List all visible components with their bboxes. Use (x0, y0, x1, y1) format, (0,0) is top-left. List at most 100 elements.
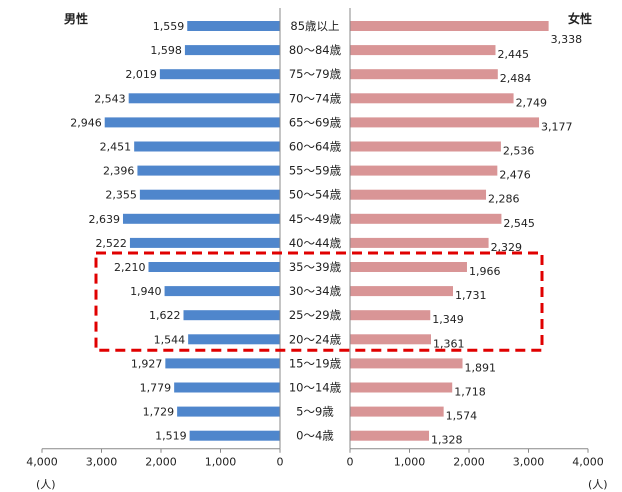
female-value-label: 1,574 (446, 410, 478, 423)
legend-female: 女性 (568, 11, 592, 26)
age-group-label: 65～69歳 (289, 115, 342, 129)
female-value-label: 1,361 (433, 337, 465, 350)
male-bars-group: 1,559 1,598 2,019 2,543 2,946 2,451 2,396 2,355… (70, 20, 281, 443)
female-value-label: 2,484 (500, 72, 531, 85)
female-bars-group: 3,338 2,445 2,484 2,749 3,177 2,536 2,476 2,286… (350, 21, 582, 447)
right-tick-label: 3,000 (513, 456, 545, 469)
age-group-label: 25～29歳 (289, 308, 342, 322)
unit-left: (人) (36, 478, 56, 491)
female-value-label: 2,749 (516, 96, 548, 109)
right-tick-label: 1,000 (394, 456, 426, 469)
female-value-label: 2,545 (503, 217, 535, 230)
female-bar (350, 430, 430, 441)
female-bar (350, 141, 501, 152)
female-value-label: 1,349 (432, 313, 464, 326)
age-group-label: 0～4歳 (296, 429, 334, 443)
male-bar (129, 237, 280, 248)
age-group-label: 10～14歳 (289, 381, 342, 395)
male-bar (174, 382, 280, 393)
male-value-label: 2,396 (103, 165, 135, 178)
female-bar (350, 358, 463, 369)
left-tick-label: 2,000 (145, 456, 177, 469)
female-value-label: 2,536 (503, 145, 534, 158)
male-bar (164, 286, 280, 297)
female-value-label: 3,177 (541, 120, 573, 133)
female-bar (350, 69, 498, 80)
age-group-label: 45～49歳 (289, 212, 342, 226)
left-tick-label: 4,000 (26, 456, 58, 469)
male-bar (122, 213, 281, 224)
male-value-label: 1,559 (153, 20, 185, 33)
age-group-label: 15～19歳 (289, 356, 342, 370)
male-bar (134, 141, 280, 152)
age-group-label: 70～74歳 (289, 91, 342, 105)
female-bar (350, 334, 431, 345)
male-value-label: 2,451 (100, 141, 132, 154)
female-bar (350, 45, 496, 56)
female-bar (350, 93, 514, 104)
left-tick-label: 3,000 (86, 456, 118, 469)
left-tick-label: 0 (277, 456, 284, 469)
male-value-label: 1,927 (131, 357, 163, 370)
male-value-label: 1,519 (155, 430, 187, 443)
female-value-label: 1,966 (469, 265, 501, 278)
age-group-label: 75～79歳 (289, 67, 342, 81)
left-tick-label: 1,000 (205, 456, 237, 469)
female-bar (350, 262, 467, 272)
axes-group: 4,000 3,000 2,000 1,000 0 0 1,000 2,000 3,000 4,0… (26, 8, 604, 469)
male-bar (165, 358, 280, 369)
female-bar (350, 117, 540, 128)
male-bar (137, 165, 280, 176)
female-value-label: 2,286 (488, 193, 519, 206)
unit-right: (人) (588, 478, 608, 491)
right-tick-label: 0 (347, 456, 354, 469)
female-value-label: 2,476 (499, 169, 531, 182)
male-bar (159, 69, 280, 80)
male-value-label: 2,946 (70, 116, 102, 129)
male-value-label: 1,940 (130, 285, 162, 298)
age-group-label: 35～39歳 (289, 260, 342, 274)
female-bar (350, 213, 502, 224)
age-group-label: 55～59歳 (289, 164, 342, 178)
age-group-label: 20～24歳 (289, 332, 342, 346)
age-group-label: 80～84歳 (289, 43, 342, 57)
female-value-label: 1,891 (465, 361, 497, 374)
male-value-label: 1,729 (143, 406, 175, 419)
age-group-label: 40～44歳 (289, 236, 342, 250)
male-bar (104, 117, 280, 128)
female-value-label: 1,328 (431, 434, 463, 447)
female-bar (350, 310, 431, 321)
male-bar (187, 21, 280, 31)
male-value-label: 2,543 (94, 92, 126, 105)
male-value-label: 2,522 (95, 237, 127, 250)
legend-male: 男性 (64, 11, 88, 26)
male-value-label: 2,355 (105, 189, 137, 202)
male-value-label: 1,544 (154, 333, 186, 346)
age-group-label: 85歳以上 (290, 19, 339, 33)
right-tick-label: 4,000 (572, 456, 604, 469)
male-bar (177, 406, 280, 417)
female-value-label: 3,338 (551, 33, 583, 46)
female-bar (350, 189, 487, 200)
age-group-label: 5～9歳 (296, 405, 334, 419)
female-bar (350, 286, 453, 297)
male-bar (139, 189, 280, 200)
male-value-label: 1,779 (140, 382, 172, 395)
male-bar (188, 334, 280, 345)
male-bar (189, 430, 280, 441)
male-bar (184, 45, 280, 56)
female-bar (350, 382, 453, 393)
female-value-label: 2,329 (491, 241, 523, 254)
age-group-label: 30～34歳 (289, 284, 342, 298)
female-value-label: 2,445 (497, 48, 529, 61)
female-bar (350, 406, 444, 417)
male-value-label: 1,598 (150, 44, 182, 57)
male-bar (148, 262, 280, 272)
right-tick-label: 2,000 (453, 456, 485, 469)
age-group-label: 60～64歳 (289, 140, 342, 154)
male-value-label: 1,622 (149, 309, 181, 322)
age-group-labels: 85歳以上 80～84歳 75～79歳 70～74歳 65～69歳 60～64歳 55～59… (289, 19, 342, 443)
age-group-label: 50～54歳 (289, 188, 342, 202)
female-value-label: 1,731 (455, 289, 487, 302)
